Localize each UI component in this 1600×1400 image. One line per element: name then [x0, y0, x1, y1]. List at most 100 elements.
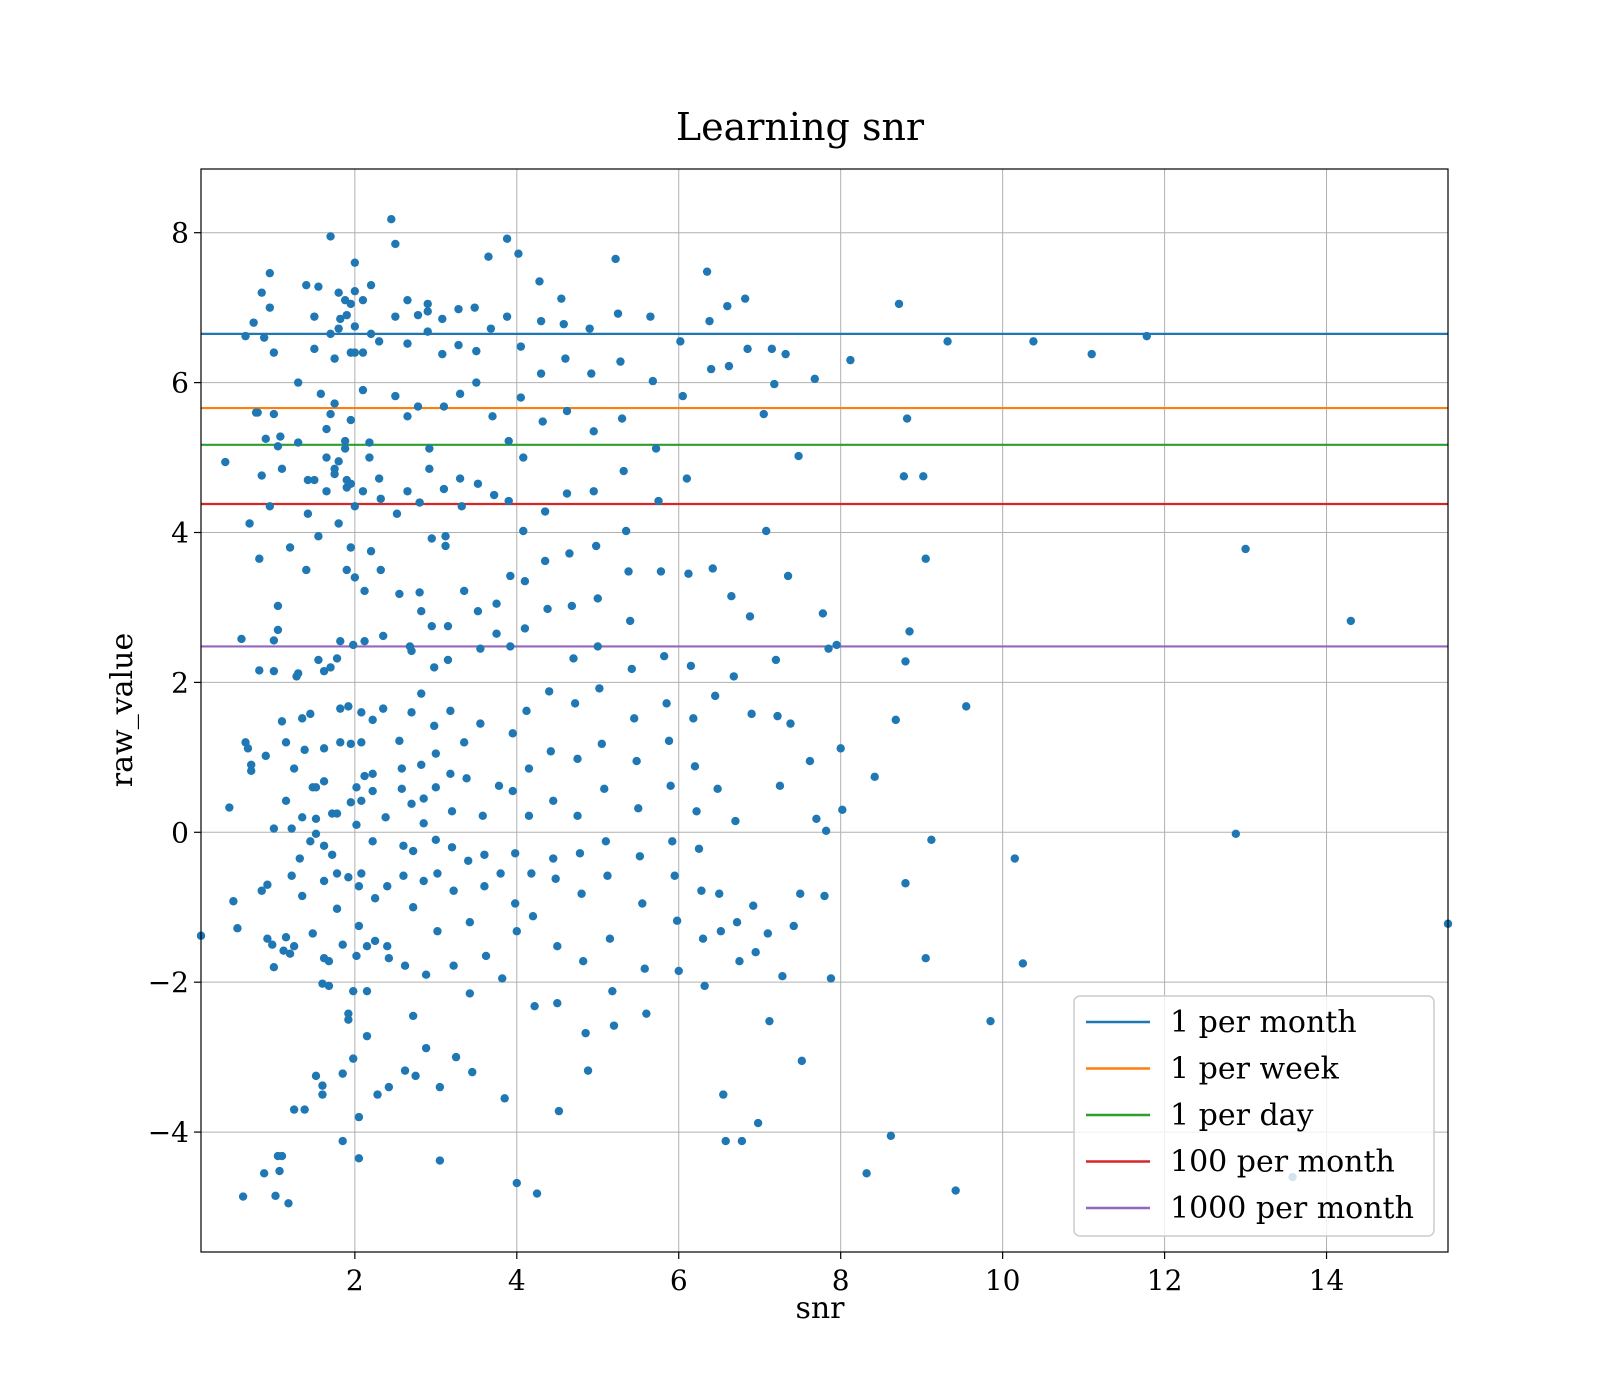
data-point [350, 502, 360, 511]
data-point [619, 466, 628, 476]
data-point [715, 889, 724, 898]
chart-title: Learning snr [676, 105, 925, 149]
data-point [690, 762, 700, 771]
data-point [324, 957, 334, 966]
data-point [951, 1186, 960, 1195]
data-point [314, 282, 323, 291]
data-point [553, 998, 562, 1008]
data-point [611, 254, 620, 264]
data-point [314, 532, 323, 541]
x-tick-label: 2 [346, 1264, 364, 1297]
data-point [421, 1043, 431, 1053]
data-point [538, 417, 547, 426]
data-point [378, 631, 388, 641]
data-point [354, 1112, 364, 1122]
data-point [435, 1082, 445, 1092]
data-point [763, 929, 773, 938]
data-point [672, 916, 682, 925]
data-point [927, 835, 936, 844]
data-point [332, 809, 342, 818]
data-point [502, 312, 512, 321]
data-point [504, 436, 513, 446]
data-point [400, 961, 410, 970]
data-point [366, 329, 376, 339]
data-point [455, 389, 465, 399]
data-point [514, 249, 523, 258]
data-point [465, 989, 475, 998]
data-point [269, 962, 279, 972]
data-point [346, 543, 356, 552]
data-point [743, 344, 752, 354]
data-point [302, 280, 311, 290]
data-point [322, 487, 331, 496]
data-point [824, 644, 833, 653]
data-point [546, 747, 556, 756]
data-point [357, 708, 366, 717]
data-point [243, 744, 253, 753]
data-point [573, 811, 582, 821]
data-point [544, 687, 554, 696]
data-point [259, 333, 269, 342]
data-point [454, 304, 463, 314]
data-point [346, 299, 356, 309]
data-point [759, 409, 768, 419]
y-tick-label: 4 [171, 516, 189, 549]
data-point [747, 709, 756, 719]
scatter-points [196, 215, 1453, 1208]
data-point [508, 786, 517, 796]
data-point [502, 234, 512, 243]
data-point [300, 745, 309, 755]
data-point [640, 964, 649, 973]
data-point [431, 783, 441, 792]
data-point [326, 329, 335, 339]
data-point [446, 706, 455, 716]
data-point [446, 769, 455, 779]
x-tick-label: 12 [1147, 1264, 1183, 1297]
data-point [721, 1136, 730, 1146]
data-point [894, 299, 904, 309]
data-point [616, 357, 625, 366]
data-point [318, 979, 327, 988]
data-point [524, 811, 534, 821]
data-point [698, 934, 708, 943]
data-point [383, 882, 392, 891]
data-point [796, 889, 805, 898]
data-point [905, 627, 914, 636]
data-point [225, 803, 234, 812]
data-point [397, 764, 407, 773]
data-point [417, 760, 426, 770]
legend-label: 1 per week [1170, 1052, 1340, 1087]
data-point [684, 569, 693, 578]
data-point [395, 589, 404, 599]
data-point [562, 406, 572, 416]
data-point [654, 496, 663, 506]
data-point [415, 588, 424, 597]
data-point [221, 457, 230, 467]
data-point [761, 526, 771, 536]
data-point [289, 1105, 299, 1114]
data-point [1029, 337, 1038, 346]
y-tick-label: 2 [171, 666, 189, 699]
data-point [625, 616, 635, 626]
data-point [1346, 616, 1356, 626]
data-point [368, 786, 377, 796]
data-point [306, 709, 315, 719]
data-point [311, 814, 321, 823]
data-point [543, 604, 552, 614]
data-point [318, 1081, 327, 1090]
data-point [303, 475, 313, 485]
data-point [366, 547, 376, 556]
data-point [496, 869, 505, 878]
data-point [391, 239, 400, 249]
data-point [400, 1066, 410, 1075]
data-point [354, 882, 364, 891]
data-point [786, 719, 795, 728]
data-point [358, 348, 368, 357]
data-point [519, 526, 528, 536]
data-point [666, 781, 675, 791]
data-point [486, 324, 496, 333]
data-point [340, 444, 350, 453]
data-point [1241, 544, 1250, 554]
data-point [943, 337, 952, 346]
data-point [271, 1191, 280, 1200]
